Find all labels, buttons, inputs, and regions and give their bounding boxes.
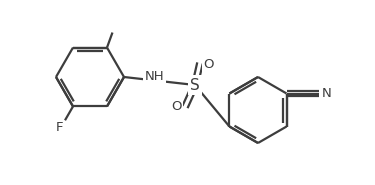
- Text: O: O: [171, 100, 182, 112]
- Text: O: O: [203, 58, 213, 70]
- Text: S: S: [190, 78, 200, 92]
- Text: NH: NH: [145, 70, 164, 83]
- Text: F: F: [56, 121, 63, 134]
- Text: N: N: [322, 87, 332, 100]
